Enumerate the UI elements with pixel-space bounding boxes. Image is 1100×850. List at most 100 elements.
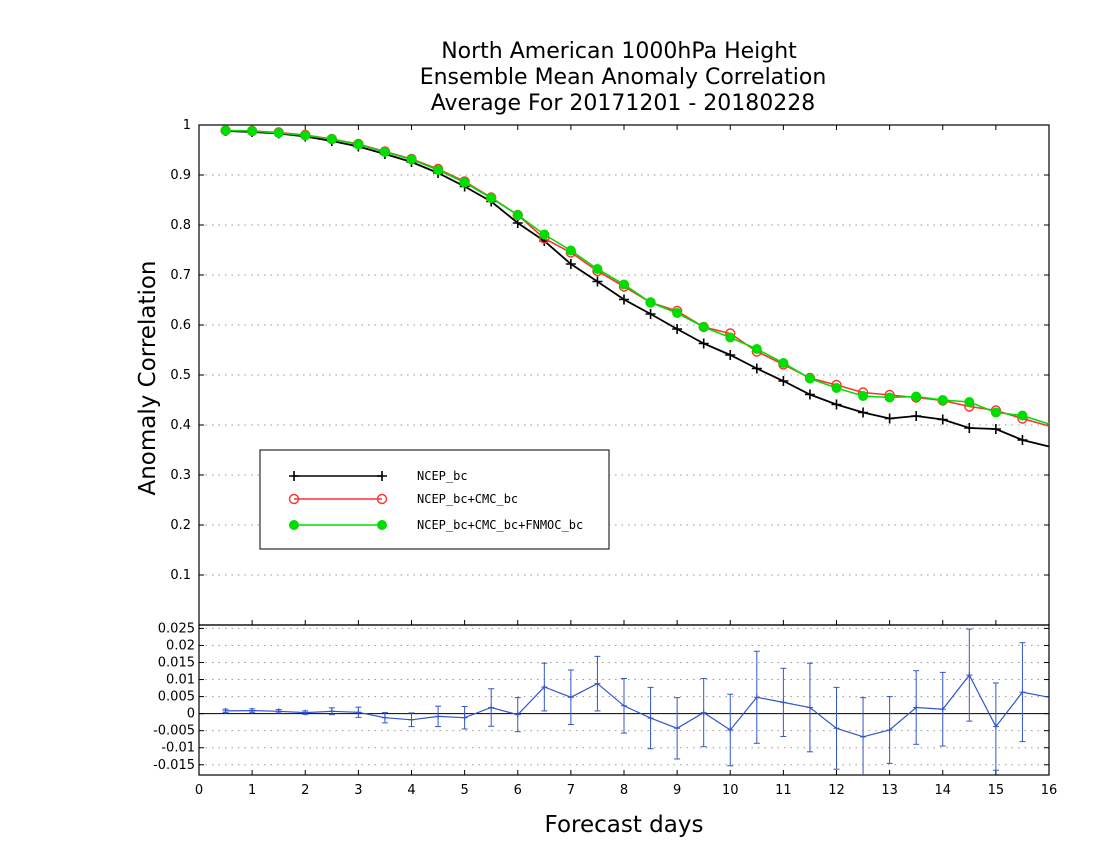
difference-point [355,709,362,716]
legend-entry-3: NCEP_bc+CMC_bc+FNMOC_bc [289,518,583,532]
difference-point [939,706,946,713]
difference-point [408,716,415,723]
data-point [858,407,869,418]
chart-title: North American 1000hPa Height Ensemble M… [420,39,827,116]
legend: NCEP_bc NCEP_bc+CMC_bc NCEP_bc+CMC_bc+FNMO… [259,449,610,550]
data-point [1017,435,1028,445]
difference-y-tick-label: 0.01 [166,673,195,688]
data-point [565,259,576,269]
legend-label: NCEP_bc+CMC_bc+FNMOC_bc [417,518,583,532]
legend-entry-1: NCEP_bc [289,469,468,483]
difference-point [249,707,256,714]
data-point [300,130,311,141]
difference-point [833,725,840,732]
difference-y-tick-label: 0.025 [158,621,195,636]
data-point [937,395,948,405]
data-point [778,376,789,386]
difference-point [1019,689,1026,696]
difference-point [992,723,999,730]
difference-point [647,715,654,722]
x-axis: 0 1 2 3 4 5 6 7 8 9 10 11 12 13 14 15 16 [195,125,1057,798]
x-tick-label: 4 [407,783,415,798]
x-tick-label: 16 [1041,783,1058,798]
difference-point [966,672,973,679]
data-point [831,399,842,410]
difference-point [780,699,787,706]
data-point [884,413,895,424]
difference-point [514,711,521,718]
data-point [751,344,762,354]
data-point [512,210,523,220]
difference-point [541,684,548,691]
data-point [698,322,709,332]
legend-label: NCEP_bc+CMC_bc [417,492,518,506]
difference-point [860,733,867,740]
data-point [672,324,683,334]
main-y-tick-label: 0.8 [170,218,191,233]
legend-label: NCEP_bc [417,469,468,483]
series-layer [220,125,1050,448]
difference-y-tick-label: 0.02 [166,638,195,653]
difference-point [567,694,574,701]
x-tick-label: 15 [988,783,1005,798]
difference-point [621,702,627,709]
difference-y-tick-label: -0.015 [153,758,195,773]
data-point [289,520,299,530]
difference-y-axis: -0.015 -0.01 -0.005 0 0.005 0.01 0.015 0.02 0.02… [153,621,1049,773]
x-tick-label: 10 [722,783,739,798]
x-tick-label: 9 [673,783,681,798]
main-y-tick-label: 1 [183,118,191,133]
x-tick-label: 5 [460,783,468,798]
data-point [220,125,231,136]
main-y-tick-label: 0.7 [170,268,191,283]
difference-point [461,714,468,721]
main-y-tick-label: 0.4 [170,418,191,433]
data-point [406,154,417,165]
difference-point [381,714,388,721]
data-point [592,276,603,287]
data-point [645,309,656,319]
difference-point [806,704,813,711]
difference-point [886,727,893,733]
data-point [778,358,789,368]
difference-point [275,708,282,715]
data-point [911,411,922,421]
main-y-tick-label: 0.3 [170,468,191,483]
data-point [964,423,975,433]
data-point [565,245,576,256]
difference-point [594,680,601,687]
data-point [990,407,1001,418]
data-point [376,493,388,505]
difference-y-tick-label: -0.005 [153,724,195,739]
x-tick-label: 11 [775,783,792,798]
difference-point [913,704,920,711]
data-point [353,139,364,150]
difference-point [674,725,681,732]
main-y-tick-label: 0.6 [170,318,191,333]
difference-point [328,708,335,715]
data-point [592,264,603,274]
data-point [486,193,497,203]
data-point [619,294,629,305]
data-point [858,391,869,401]
data-point [990,424,1001,434]
data-point [964,397,975,407]
x-tick-label: 14 [934,783,951,798]
x-tick-label: 7 [567,783,575,798]
data-point [698,338,709,349]
difference-point [488,704,495,711]
difference-series [222,628,1050,775]
x-tick-label: 2 [301,783,309,798]
data-point [326,134,337,144]
x-tick-label: 8 [620,783,628,798]
data-point [619,279,629,290]
difference-point [222,707,229,714]
data-point [884,392,895,403]
x-tick-label: 3 [354,783,362,798]
x-tick-label: 12 [828,783,845,798]
legend-entry-2: NCEP_bc+CMC_bc [288,492,518,506]
data-point [804,389,815,400]
difference-point [753,694,760,701]
data-point [751,363,762,374]
x-tick-label: 1 [248,783,256,798]
